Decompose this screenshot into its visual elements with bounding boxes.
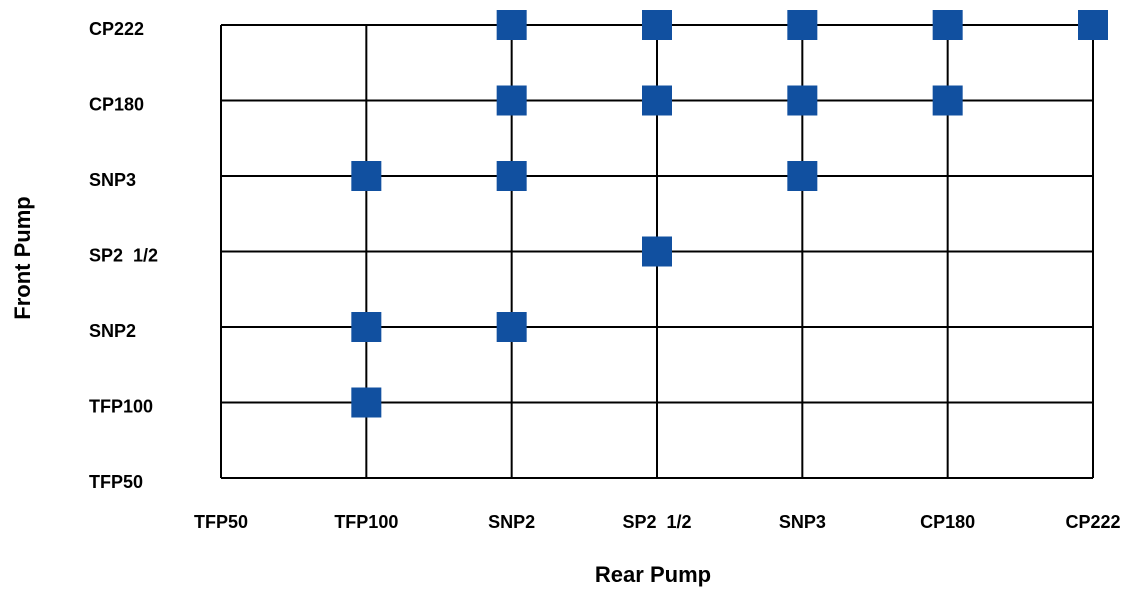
data-point-marker bbox=[496, 161, 527, 191]
y-tick-labels: TFP50 TFP100 SNP2 SP2 1/2 SNP3 CP180 CP222 bbox=[89, 19, 158, 492]
data-point-marker bbox=[787, 85, 818, 116]
x-tick-label: TFP50 bbox=[194, 512, 248, 532]
x-axis-title: Rear Pump bbox=[595, 562, 711, 587]
data-point-marker bbox=[496, 312, 527, 342]
y-tick-label: TFP100 bbox=[89, 397, 153, 417]
data-point-marker bbox=[496, 10, 527, 40]
data-point-marker bbox=[787, 161, 818, 191]
data-point-marker bbox=[496, 85, 527, 116]
y-tick-label: SNP3 bbox=[89, 170, 136, 190]
data-point-marker bbox=[787, 10, 818, 40]
y-tick-label: CP222 bbox=[89, 19, 144, 39]
data-markers bbox=[351, 10, 1108, 418]
x-tick-label: SNP2 bbox=[488, 512, 535, 532]
y-tick-label: CP180 bbox=[89, 95, 144, 115]
x-tick-label: CP180 bbox=[920, 512, 975, 532]
data-point-marker bbox=[351, 387, 382, 418]
y-tick-label: SNP2 bbox=[89, 321, 136, 341]
x-tick-label: TFP100 bbox=[334, 512, 398, 532]
y-axis-title: Front Pump bbox=[10, 196, 35, 319]
x-tick-label: CP222 bbox=[1065, 512, 1120, 532]
data-point-marker bbox=[932, 85, 963, 116]
x-tick-labels: TFP50 TFP100 SNP2 SP2 1/2 SNP3 CP180 CP222 bbox=[194, 512, 1121, 532]
data-point-marker bbox=[642, 85, 672, 116]
y-tick-label: SP2 1/2 bbox=[89, 246, 158, 266]
data-point-marker bbox=[932, 10, 963, 40]
data-point-marker bbox=[351, 312, 382, 342]
data-point-marker bbox=[1078, 10, 1108, 40]
x-tick-label: SNP3 bbox=[779, 512, 826, 532]
data-point-marker bbox=[642, 10, 672, 40]
data-point-marker bbox=[351, 161, 382, 191]
data-point-marker bbox=[642, 236, 672, 267]
x-tick-label: SP2 1/2 bbox=[622, 512, 691, 532]
y-tick-label: TFP50 bbox=[89, 472, 143, 492]
